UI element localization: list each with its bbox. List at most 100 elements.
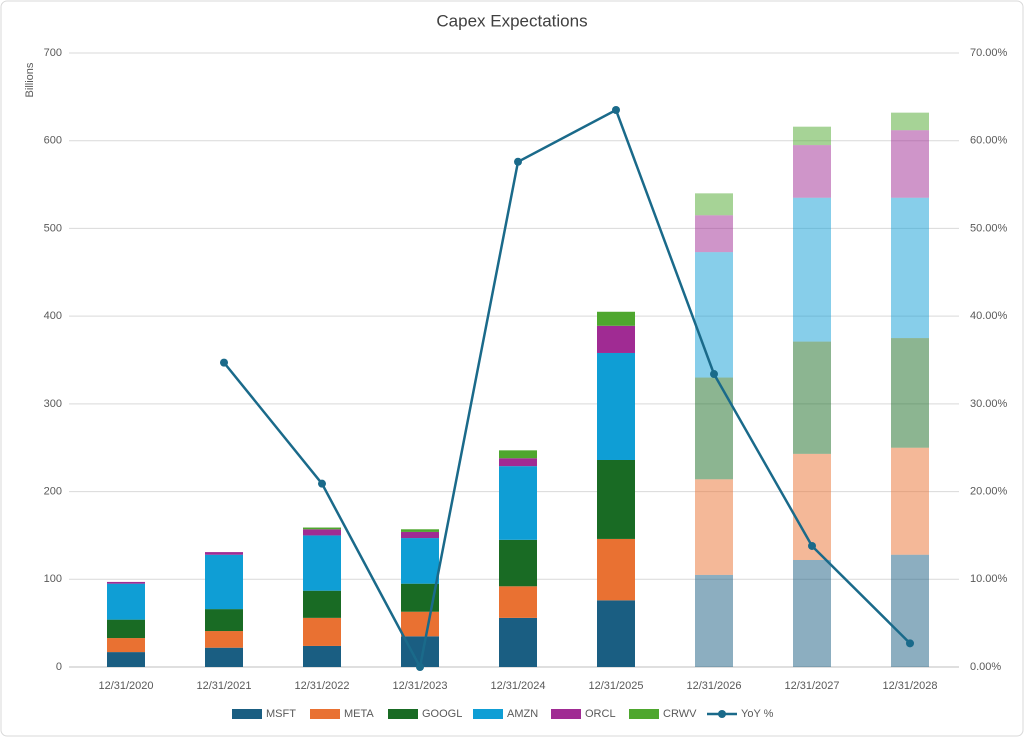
bar-segment [303, 535, 341, 591]
bar-segment [891, 554, 929, 667]
legend-label: META [344, 708, 374, 720]
bar-segment [499, 617, 537, 667]
bar-segment [205, 631, 243, 648]
legend-label: YoY % [741, 708, 774, 720]
bar-segment [695, 479, 733, 575]
line-marker [612, 106, 620, 115]
bar-segment [793, 126, 831, 146]
y2-tick-label: 60.00% [970, 135, 1008, 147]
line [223, 108, 911, 671]
bar-segment [303, 590, 341, 618]
line-marker [906, 639, 914, 648]
line-marker [514, 157, 522, 166]
y-tick-label: 300 [44, 398, 62, 410]
y-tick-label: 700 [44, 47, 62, 59]
bar-segment [695, 574, 733, 667]
bar-segment [793, 341, 831, 454]
bar-segment [891, 338, 929, 448]
bar-segment [597, 325, 635, 353]
y2-tick-label: 20.00% [970, 485, 1008, 497]
line-marker [808, 541, 816, 550]
bar-segment [891, 447, 929, 555]
y2-tick-label: 70.00% [970, 47, 1008, 59]
bar-segment [695, 193, 733, 216]
bar-segment [597, 600, 635, 667]
line-marker [416, 663, 424, 671]
bar-segment [401, 529, 439, 532]
y-axis-title: Billions [24, 62, 36, 97]
bar-segment [205, 609, 243, 632]
bar-segment [303, 617, 341, 646]
bar-segment [499, 458, 537, 467]
x-tick-label: 12/31/2023 [392, 680, 447, 692]
bar-segment [205, 552, 243, 555]
x-tick-label: 12/31/2028 [882, 680, 937, 692]
bar-segment [891, 130, 929, 198]
bar-segment [793, 145, 831, 198]
bar-segment [205, 647, 243, 667]
bar-segment [891, 197, 929, 339]
legend-marker [718, 710, 726, 718]
legend-label: ORCL [585, 708, 616, 720]
y-tick-label: 200 [44, 485, 62, 497]
y2-tick-label: 40.00% [970, 310, 1008, 322]
y-tick-label: 600 [44, 135, 62, 147]
bar-segment [695, 377, 733, 480]
line-marker [318, 479, 326, 488]
bar-segment [401, 531, 439, 539]
bar-segment [793, 559, 831, 667]
chart-title: Capex Expectations [436, 11, 587, 30]
x-tick-label: 12/31/2027 [784, 680, 839, 692]
legend-swatch [551, 709, 581, 719]
bar-segment [303, 527, 341, 530]
bar-segment [597, 538, 635, 601]
bar-segment [597, 311, 635, 326]
bar-segment [891, 112, 929, 131]
legend-label: CRWV [663, 708, 697, 720]
y2-tick-label: 10.00% [970, 573, 1008, 585]
bar-segment [107, 581, 145, 584]
x-tick-label: 12/31/2025 [588, 680, 643, 692]
bar-segment [499, 466, 537, 540]
y-tick-label: 500 [44, 222, 62, 234]
bar-segment [107, 583, 145, 620]
bar-segment [107, 619, 145, 639]
x-tick-label: 12/31/2026 [686, 680, 741, 692]
y-tick-label: 0 [56, 661, 62, 673]
bar-segment [695, 215, 733, 253]
x-tick-label: 12/31/2021 [196, 680, 251, 692]
bar-segment [205, 554, 243, 610]
y-tick-label: 100 [44, 573, 62, 585]
bar-segment [695, 252, 733, 378]
x-tick-label: 12/31/2020 [98, 680, 153, 692]
bar-segment [499, 539, 537, 587]
bar-segment [303, 645, 341, 667]
bar-segment [597, 352, 635, 460]
y2-tick-label: 30.00% [970, 398, 1008, 410]
legend-label: MSFT [266, 708, 296, 720]
bar-segment [793, 197, 831, 342]
bar-segment [597, 459, 635, 539]
line-marker [220, 358, 228, 367]
y2-tick-label: 50.00% [970, 222, 1008, 234]
legend-swatch [473, 709, 503, 719]
bar-segment [107, 638, 145, 653]
bar-segment [499, 586, 537, 618]
bar-segment [401, 538, 439, 584]
bar-segment [401, 611, 439, 637]
legend-label: GOOGL [422, 708, 462, 720]
x-tick-label: 12/31/2022 [294, 680, 349, 692]
bar-segment [303, 529, 341, 536]
bar-segment [107, 652, 145, 667]
legend-swatch [388, 709, 418, 719]
line-marker [710, 370, 718, 379]
legend-label: AMZN [507, 708, 538, 720]
bar-segment [499, 450, 537, 459]
y2-tick-label: 0.00% [970, 661, 1001, 673]
legend-swatch [629, 709, 659, 719]
legend-swatch [310, 709, 340, 719]
y-tick-label: 400 [44, 310, 62, 322]
legend-swatch [232, 709, 262, 719]
